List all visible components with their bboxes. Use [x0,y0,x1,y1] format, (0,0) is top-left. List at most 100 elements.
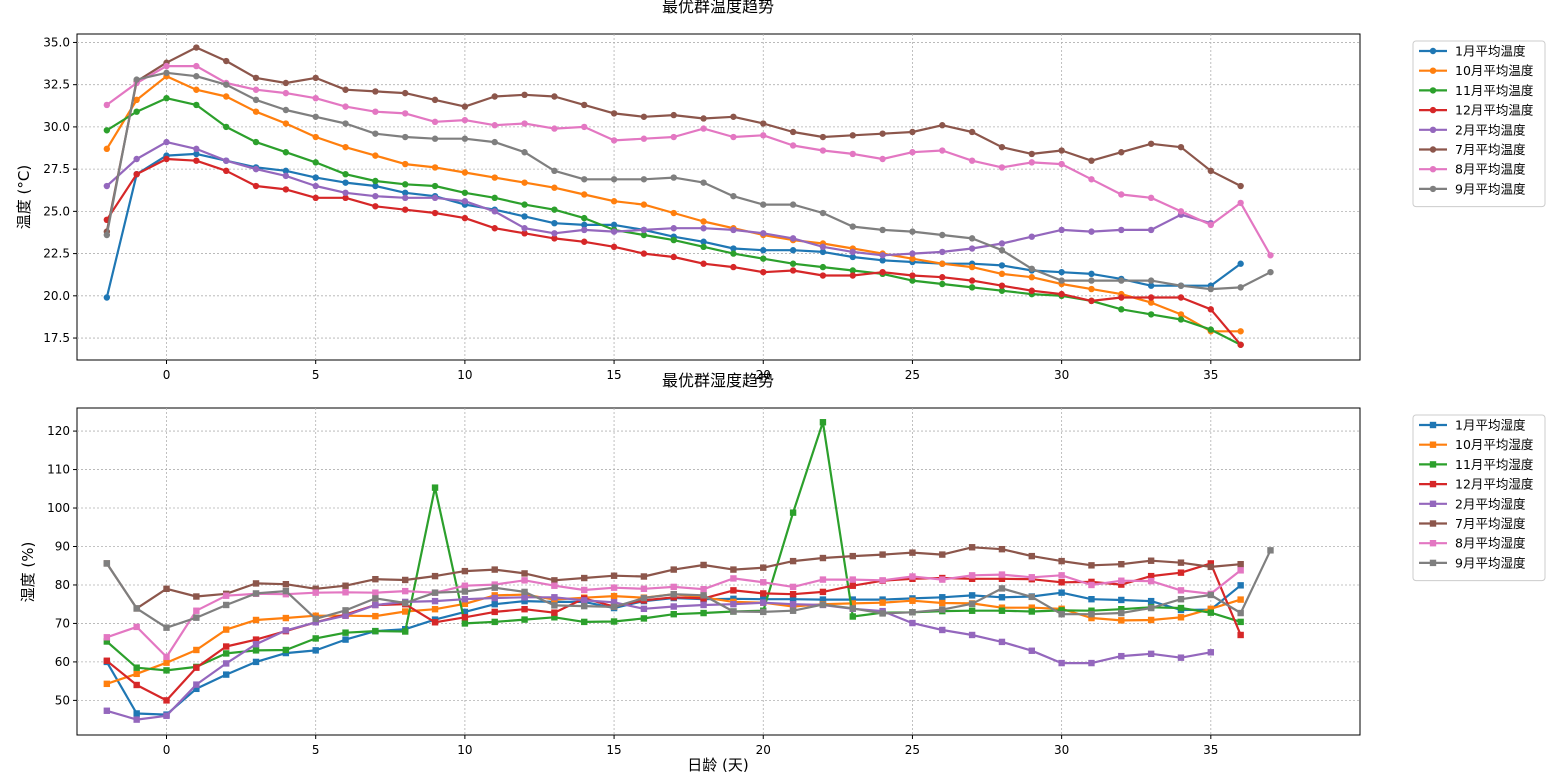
temperature-data-point [1028,159,1035,166]
temperature-data-point [581,221,588,229]
humidity-data-point [998,571,1006,578]
humidity-data-point [1088,595,1095,603]
temperature-data-point [640,176,648,183]
humidity-data-point [461,620,469,627]
temperature-data-point [760,120,767,127]
temperature-data-point [461,189,469,196]
humidity-data-point [670,603,677,610]
temperature-chart: 最优群温度趋势 温度 (°C) 0 5 10 15 20 25 30 35 17.5 20.0 22… [15,0,1546,382]
humidity-data-point [1058,579,1065,586]
humidity-legend-item: 11月平均湿度 [1419,457,1534,472]
humidity-y-tick-label: 70 [55,616,70,630]
humidity-data-point [282,646,290,654]
humidity-y-tick-label: 110 [47,463,70,477]
humidity-data-point [342,612,349,619]
humidity-x-tick-label: 15 [606,743,621,757]
humidity-data-point [760,599,767,606]
humidity-data-point [1028,574,1035,581]
humidity-data-point [789,607,797,614]
humidity-data-point [640,605,648,613]
humidity-data-point [431,572,439,580]
humidity-data-point [133,605,140,612]
temperature-data-point [1177,294,1185,301]
temperature-legend-item: 9月平均温度 [1419,181,1526,196]
temperature-data-point [610,198,618,205]
humidity-data-point [879,599,886,606]
humidity-data-point [640,594,648,602]
temperature-data-point [372,108,379,115]
temperature-y-tick-label: 25.0 [43,204,70,218]
temperature-data-point [402,189,409,196]
temperature-data-point [789,267,797,274]
temperature-legend-marker [1429,126,1437,133]
humidity-data-point [193,646,200,654]
temperature-data-point [521,225,528,232]
temperature-data-point [909,250,916,257]
humidity-legend-item: 7月平均湿度 [1419,516,1526,531]
humidity-data-point [789,557,797,565]
temperature-data-point [282,167,290,175]
temperature-data-point [312,182,319,190]
humidity-data-point [849,596,856,603]
humidity-data-point [909,609,916,616]
temperature-x-tick-label: 15 [606,368,621,382]
humidity-data-point [730,566,737,573]
humidity-data-point [849,613,856,620]
temperature-data-point [819,263,827,271]
temperature-data-point [879,155,886,163]
temperature-data-point [1147,299,1155,306]
humidity-data-point [431,589,439,596]
humidity-data-point [402,628,409,635]
humidity-chart: 最优群湿度趋势 湿度 (%) 日龄 (天) 0 5 10 15 20 25 30 355060… [19,371,1546,772]
humidity-data-point [968,631,976,639]
humidity-data-point [222,643,230,650]
temperature-data-point [133,76,140,83]
temperature-data-point [939,260,946,267]
temperature-data-point [1147,311,1155,318]
temperature-data-point [431,118,439,126]
humidity-data-point [252,641,260,648]
temperature-data-point [372,192,379,200]
humidity-legend-label: 10月平均湿度 [1455,437,1534,452]
humidity-data-point [372,589,379,596]
temperature-data-point [282,106,290,114]
temperature-data-point [103,231,111,239]
temperature-legend-label: 9月平均温度 [1455,181,1526,196]
temperature-data-point [521,91,528,99]
temperature-chart-title: 最优群温度趋势 [662,0,774,16]
temperature-data-point [342,189,349,196]
temperature-data-point [163,94,170,102]
humidity-data-point [163,667,170,674]
humidity-y-tick-label: 50 [55,693,70,707]
temperature-data-point [670,209,677,217]
temperature-data-point [610,228,618,235]
humidity-x-tick-label: 35 [1203,743,1218,757]
humidity-data-point [372,627,379,635]
temperature-data-point [998,270,1006,278]
temperature-data-point [521,213,528,220]
humidity-data-point [1088,581,1095,589]
humidity-data-point [849,552,856,560]
humidity-data-point [252,590,260,597]
temperature-data-point [998,287,1006,294]
humidity-data-point [193,664,200,671]
temperature-series-6 [103,62,1274,259]
humidity-data-point [521,577,528,584]
humidity-data-point [312,589,319,596]
temperature-series-line [106,141,1212,257]
temperature-legend-label: 10月平均温度 [1455,63,1534,78]
temperature-data-point [133,170,140,178]
humidity-data-point [521,588,528,596]
humidity-legend-label: 2月平均湿度 [1455,496,1526,511]
humidity-data-point [163,653,170,661]
temperature-legend-marker [1429,67,1437,74]
humidity-data-point [551,594,558,601]
humidity-data-point [610,584,618,591]
temperature-data-point [730,113,737,120]
humidity-data-point [461,614,469,621]
humidity-data-point [163,712,170,719]
humidity-legend-marker [1429,441,1437,448]
temperature-data-point [551,184,558,191]
humidity-data-point [610,599,618,606]
humidity-data-point [581,597,588,604]
